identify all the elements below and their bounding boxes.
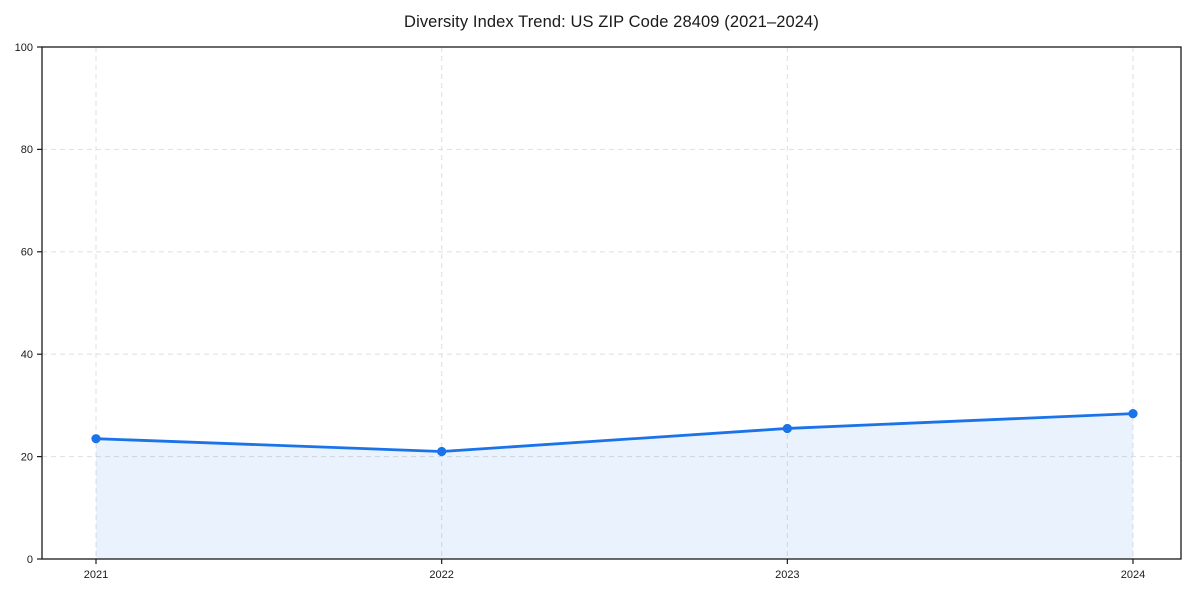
y-axis-tick-label: 40 [21,349,33,361]
data-point-marker [91,434,101,444]
y-axis-tick-label: 0 [27,554,33,566]
area-fill [96,413,1133,559]
data-point-marker [782,423,792,434]
plot-border [41,46,1182,560]
x-axis-tick-label: 2021 [84,569,108,581]
data-point-marker [437,446,447,457]
y-axis-tick-label: 80 [21,144,33,156]
data-line [94,412,1135,453]
x-axis-tick-label: 2022 [429,569,453,581]
x-axis-tick-label: 2024 [1121,569,1145,581]
y-axis-tick-label: 100 [15,42,33,54]
y-axis-tick-label: 60 [21,247,33,259]
y-axis-tick-label: 20 [21,451,33,463]
x-axis-tick-label: 2023 [775,569,799,581]
chart-title: Diversity Index Trend: US ZIP Code 28409… [404,13,819,31]
data-point-marker [1128,408,1138,419]
